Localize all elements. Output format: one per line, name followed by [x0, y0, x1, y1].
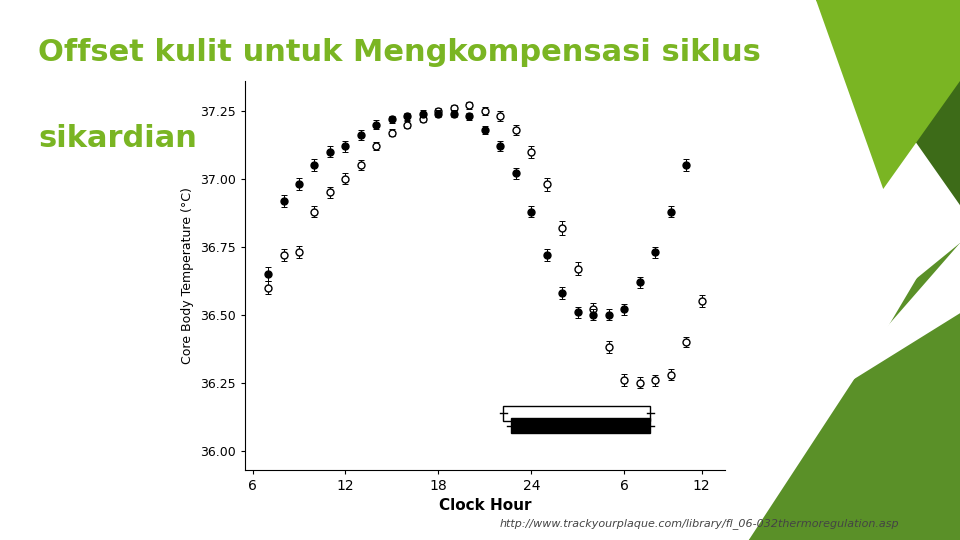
Text: sikardian: sikardian [38, 124, 197, 153]
Text: Offset kulit untuk Mengkompensasi siklus: Offset kulit untuk Mengkompensasi siklus [38, 38, 761, 67]
Bar [503, 406, 651, 421]
Bar [511, 418, 651, 433]
X-axis label: Clock Hour: Clock Hour [439, 498, 531, 514]
Text: http://www.trackyourplaque.com/library/fl_06-032thermoregulation.asp: http://www.trackyourplaque.com/library/f… [499, 518, 899, 529]
Polygon shape [595, 243, 960, 540]
Y-axis label: Core Body Temperature (°C): Core Body Temperature (°C) [181, 187, 194, 364]
Polygon shape [816, 0, 960, 205]
Polygon shape [701, 313, 960, 540]
Polygon shape [816, 0, 960, 189]
Polygon shape [749, 205, 960, 540]
Polygon shape [595, 205, 960, 540]
